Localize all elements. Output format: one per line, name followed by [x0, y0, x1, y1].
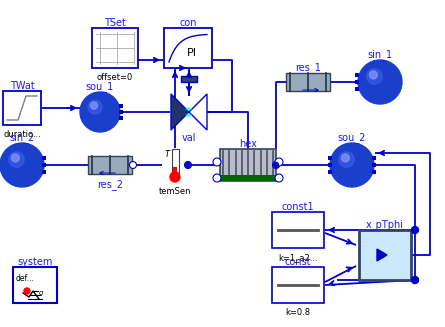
Circle shape: [90, 102, 97, 109]
Circle shape: [170, 172, 180, 182]
Circle shape: [213, 174, 221, 182]
FancyBboxPatch shape: [359, 230, 411, 280]
Text: temSen: temSen: [159, 187, 191, 196]
FancyBboxPatch shape: [286, 73, 330, 91]
Circle shape: [272, 162, 279, 168]
Text: def...: def...: [16, 274, 35, 283]
FancyBboxPatch shape: [171, 149, 178, 173]
Text: g: g: [39, 290, 44, 296]
Circle shape: [80, 92, 120, 132]
FancyBboxPatch shape: [355, 80, 359, 84]
Text: PI: PI: [187, 48, 197, 58]
FancyBboxPatch shape: [272, 212, 324, 248]
Circle shape: [339, 152, 354, 167]
Text: offset=0: offset=0: [97, 73, 133, 82]
Text: sou_1: sou_1: [86, 81, 114, 93]
Text: duratio...: duratio...: [3, 130, 41, 139]
Text: k=1_a2...: k=1_a2...: [278, 253, 318, 262]
Text: res_1: res_1: [295, 62, 321, 74]
Circle shape: [213, 158, 221, 166]
Circle shape: [367, 69, 382, 84]
FancyBboxPatch shape: [355, 73, 359, 77]
Circle shape: [274, 163, 279, 167]
Text: con: con: [179, 18, 197, 28]
Circle shape: [358, 60, 402, 104]
FancyBboxPatch shape: [328, 156, 332, 160]
FancyBboxPatch shape: [181, 76, 197, 82]
FancyBboxPatch shape: [13, 267, 57, 303]
Text: T: T: [165, 150, 170, 159]
Text: sou_2: sou_2: [338, 132, 366, 144]
Circle shape: [0, 143, 44, 187]
Text: TSet: TSet: [104, 18, 126, 28]
FancyBboxPatch shape: [272, 267, 324, 303]
Text: sin_2: sin_2: [9, 132, 35, 144]
FancyBboxPatch shape: [328, 163, 332, 167]
Circle shape: [330, 143, 374, 187]
FancyBboxPatch shape: [92, 28, 138, 68]
Text: hex: hex: [239, 139, 257, 149]
Text: sin_1: sin_1: [368, 50, 392, 60]
FancyBboxPatch shape: [173, 167, 177, 177]
FancyBboxPatch shape: [42, 170, 46, 174]
Text: val: val: [182, 133, 196, 143]
FancyBboxPatch shape: [220, 175, 276, 181]
FancyBboxPatch shape: [119, 104, 123, 108]
Circle shape: [186, 163, 190, 167]
FancyBboxPatch shape: [3, 91, 41, 125]
Circle shape: [12, 154, 20, 162]
Circle shape: [369, 71, 377, 79]
Circle shape: [412, 227, 418, 233]
Text: x_pTphi: x_pTphi: [366, 219, 404, 231]
Text: k=0.8: k=0.8: [285, 308, 311, 317]
Circle shape: [412, 227, 418, 233]
Circle shape: [185, 162, 191, 168]
FancyBboxPatch shape: [372, 156, 376, 160]
Polygon shape: [171, 94, 189, 130]
Text: const1: const1: [282, 202, 314, 212]
FancyBboxPatch shape: [42, 163, 46, 167]
Circle shape: [412, 277, 418, 283]
FancyBboxPatch shape: [119, 110, 123, 114]
Text: system: system: [17, 257, 53, 267]
FancyBboxPatch shape: [372, 170, 376, 174]
Text: const: const: [285, 257, 311, 267]
Polygon shape: [377, 249, 387, 261]
Text: TWat: TWat: [10, 81, 34, 91]
Circle shape: [275, 174, 283, 182]
FancyBboxPatch shape: [355, 87, 359, 91]
FancyBboxPatch shape: [328, 170, 332, 174]
Circle shape: [9, 152, 24, 167]
Circle shape: [24, 288, 30, 294]
FancyBboxPatch shape: [42, 156, 46, 160]
Circle shape: [341, 154, 349, 162]
Text: res_2: res_2: [97, 179, 123, 190]
Circle shape: [88, 100, 102, 114]
FancyBboxPatch shape: [88, 156, 132, 174]
Circle shape: [275, 158, 283, 166]
FancyBboxPatch shape: [119, 116, 123, 120]
FancyBboxPatch shape: [164, 28, 212, 68]
Circle shape: [412, 277, 418, 284]
Circle shape: [129, 162, 137, 168]
FancyBboxPatch shape: [220, 149, 276, 181]
FancyBboxPatch shape: [372, 163, 376, 167]
Polygon shape: [189, 94, 207, 130]
